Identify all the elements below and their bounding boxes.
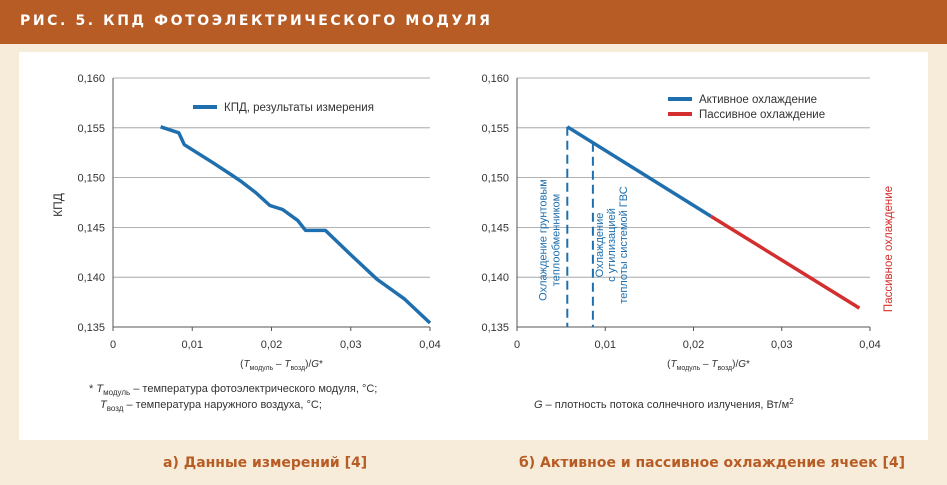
legend-label: Активное охлаждение [699, 94, 817, 106]
x-tick-label: 0,02 [683, 339, 704, 351]
y-tick-label: 0,140 [77, 272, 105, 284]
y-tick-label: 0,155 [481, 123, 509, 135]
y-tick-label: 0,150 [481, 173, 509, 185]
x-axis-label: (Tмодуль – Tвозд)/G* [667, 359, 750, 372]
x-tick-label: 0,03 [340, 339, 361, 351]
footnote-b: G – плотность потока солнечного излучени… [534, 397, 794, 411]
y-axis-label: КПД [51, 193, 65, 217]
y-tick-label: 0,160 [77, 73, 105, 85]
y-tick-label: 0,145 [481, 222, 509, 234]
legend-label: КПД, результаты измерения [224, 102, 374, 114]
footnote-a-line1: * Tмодуль – температура фотоэлектрическо… [89, 383, 377, 397]
marker-label: теплоты системой ГВС [618, 186, 630, 303]
passive-annotation: Пассивное охлаждение [883, 186, 895, 312]
y-tick-label: 0,155 [77, 123, 105, 135]
chart-panel [19, 52, 928, 440]
series-line [710, 214, 861, 310]
x-tick-label: 0,04 [419, 339, 440, 351]
x-tick-label: 0,02 [261, 339, 282, 351]
y-tick-label: 0,150 [77, 173, 105, 185]
marker-label: с утилизацией [606, 208, 618, 282]
marker-label: Охлаждение грунтовым [537, 179, 549, 301]
series-line [566, 125, 713, 218]
x-tick-label: 0,03 [771, 339, 792, 351]
y-tick-label: 0,135 [481, 322, 509, 334]
legend-label: Пассивное охлаждение [699, 109, 825, 121]
x-tick-label: 0,04 [859, 339, 880, 351]
chart-b: 0,135 0,140 0,145 0,150 0,155 0,160 0 0,01 0,02 0… [481, 73, 895, 372]
x-axis-label: (Tмодуль – Tвозд)/G* [240, 359, 323, 372]
x-tick-label: 0,01 [182, 339, 203, 351]
marker-label: теплообменником [550, 194, 562, 286]
footnote-a-line2: Tвозд – температура наружного воздуха, °… [100, 399, 322, 413]
chart-a: 0,135 0,140 0,145 0,150 0,155 0,160 0 0,01 0,02 0… [51, 73, 441, 372]
y-tick-label: 0,140 [481, 272, 509, 284]
figure-title: РИС. 5. КПД ФОТОЭЛЕКТРИЧЕСКОГО МОДУЛЯ [20, 13, 493, 29]
figure-header: РИС. 5. КПД ФОТОЭЛЕКТРИЧЕСКОГО МОДУЛЯ [0, 0, 947, 44]
marker-label: Охлаждение [594, 213, 606, 278]
x-tick-label: 0 [110, 339, 116, 351]
x-tick-label: 0,01 [595, 339, 616, 351]
x-tick-label: 0 [514, 339, 520, 351]
y-tick-label: 0,160 [481, 73, 509, 85]
y-tick-label: 0,145 [77, 222, 105, 234]
series-line [160, 125, 432, 325]
y-tick-label: 0,135 [77, 322, 105, 334]
caption-chart-b: б) Активное и пассивное охлаждение ячеек… [519, 455, 905, 471]
caption-chart-a: а) Данные измерений [4] [163, 455, 368, 471]
